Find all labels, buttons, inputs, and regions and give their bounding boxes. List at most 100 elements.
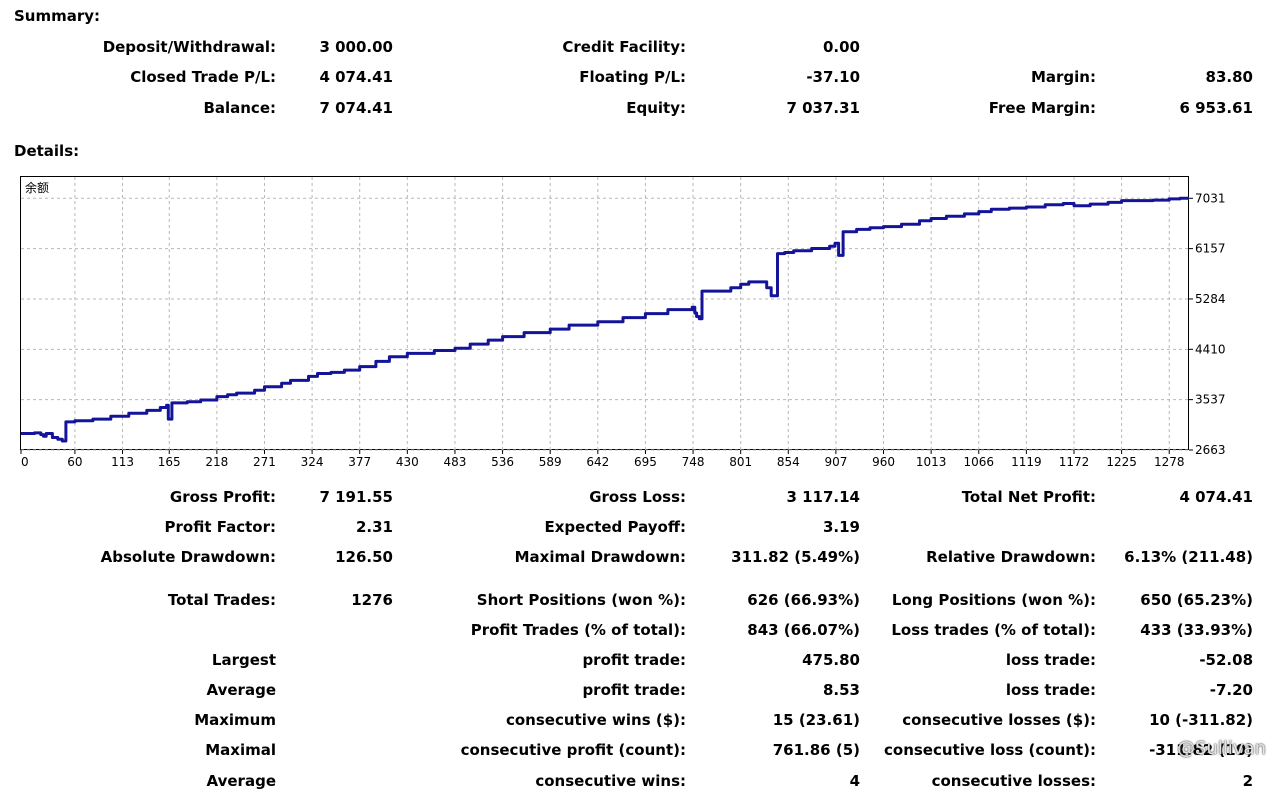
details-value-col3: 2 xyxy=(1242,772,1253,790)
x-tick-label: 1119 xyxy=(1011,455,1042,469)
details-label-col2: Profit Trades (% of total): xyxy=(470,621,686,639)
equity-label: Equity: xyxy=(626,99,686,117)
deposit-label: Deposit/Withdrawal: xyxy=(102,38,276,56)
balance-series-line xyxy=(21,196,1189,443)
details-value-col1: 126.50 xyxy=(335,548,393,566)
details-value-col3: 650 (65.23%) xyxy=(1140,591,1253,609)
details-label-col2: Expected Payoff: xyxy=(544,518,686,536)
details-value-col3: 433 (33.93%) xyxy=(1140,621,1253,639)
y-tick-label: 6157 xyxy=(1195,242,1226,256)
details-value-col2: 3.19 xyxy=(822,518,860,536)
x-tick-label: 589 xyxy=(539,455,562,469)
closed-pl-label: Closed Trade P/L: xyxy=(130,68,276,86)
floating-pl-value: -37.10 xyxy=(806,68,860,86)
x-tick-label: 324 xyxy=(301,455,324,469)
margin-label: Margin: xyxy=(1030,68,1096,86)
balance-value: 7 074.41 xyxy=(319,99,393,117)
x-tick-label: 1172 xyxy=(1059,455,1090,469)
details-label-col1: Maximal xyxy=(205,741,276,759)
details-value-col3: 6.13% (211.48) xyxy=(1124,548,1253,566)
details-label-col3: Long Positions (won %): xyxy=(891,591,1096,609)
x-tick-label: 271 xyxy=(253,455,276,469)
x-tick-label: 218 xyxy=(205,455,228,469)
details-label-col2: profit trade: xyxy=(582,651,686,669)
details-label-col1: Average xyxy=(206,772,276,790)
details-label-col3: consecutive losses ($): xyxy=(902,711,1096,729)
plot-frame xyxy=(20,176,1189,450)
details-label-col3: loss trade: xyxy=(1005,651,1096,669)
margin-value: 83.80 xyxy=(1205,68,1253,86)
summary-heading: Summary: xyxy=(14,7,101,25)
deposit-value: 3 000.00 xyxy=(319,38,393,56)
y-tick-label: 5284 xyxy=(1195,292,1226,306)
x-tick-label: 113 xyxy=(111,455,134,469)
watermark: @Sullivan xyxy=(1177,738,1266,759)
details-label-col2: Gross Loss: xyxy=(589,488,686,506)
y-tick-label: 4410 xyxy=(1195,342,1226,356)
details-value-col2: 311.82 (5.49%) xyxy=(731,548,860,566)
details-label-col3: consecutive loss (count): xyxy=(884,741,1096,759)
details-label-col1: Maximum xyxy=(194,711,276,729)
x-tick-label: 854 xyxy=(777,455,800,469)
balance-chart: 余额 0 60 113 165 218 271 324 377 430 483 536 589 642 6… xyxy=(20,176,1226,469)
floating-pl-label: Floating P/L: xyxy=(579,68,686,86)
details-value-col2: 15 (23.61) xyxy=(772,711,860,729)
details-value-col1: 7 191.55 xyxy=(319,488,393,506)
x-tick-label: 695 xyxy=(634,455,657,469)
chart-corner-label: 余额 xyxy=(25,180,49,195)
details-value-col2: 761.86 (5) xyxy=(772,741,860,759)
details-label-col2: consecutive wins ($): xyxy=(505,711,686,729)
details-value-col3: -52.08 xyxy=(1199,651,1253,669)
details-label-col2: consecutive wins: xyxy=(535,772,686,790)
details-label-col2: profit trade: xyxy=(582,681,686,699)
free-margin-value: 6 953.61 xyxy=(1179,99,1253,117)
details-label-col1: Absolute Drawdown: xyxy=(100,548,276,566)
x-tick-label: 430 xyxy=(396,455,419,469)
y-tick-label: 3537 xyxy=(1195,393,1226,407)
balance-label: Balance: xyxy=(203,99,276,117)
y-axis-ticks: 2663 3537 4410 5284 6157 7031 xyxy=(1189,191,1226,457)
details-label-col3: consecutive losses: xyxy=(931,772,1096,790)
x-tick-label: 1225 xyxy=(1106,455,1137,469)
details-value-col3: -311.82 (10) xyxy=(1149,741,1253,759)
x-tick-label: 377 xyxy=(348,455,371,469)
details-value-col2: 843 (66.07%) xyxy=(747,621,860,639)
details-value-col1: 1276 xyxy=(351,591,393,609)
x-tick-label: 907 xyxy=(824,455,847,469)
details-label-col3: Total Net Profit: xyxy=(961,488,1096,506)
details-heading: Details: xyxy=(14,142,80,160)
x-tick-label: 536 xyxy=(491,455,514,469)
x-tick-label: 1013 xyxy=(916,455,947,469)
x-tick-label: 801 xyxy=(729,455,752,469)
details-label-col3: loss trade: xyxy=(1005,681,1096,699)
closed-pl-value: 4 074.41 xyxy=(319,68,393,86)
x-tick-label: 960 xyxy=(872,455,895,469)
details-value-col1: 2.31 xyxy=(355,518,393,536)
equity-value: 7 037.31 xyxy=(786,99,860,117)
details-label-col1: Profit Factor: xyxy=(164,518,276,536)
details-value-col2: 626 (66.93%) xyxy=(747,591,860,609)
details-label-col2: Short Positions (won %): xyxy=(476,591,686,609)
details-value-col3: 10 (-311.82) xyxy=(1149,711,1253,729)
details-value-col2: 475.80 xyxy=(802,651,860,669)
credit-value: 0.00 xyxy=(822,38,860,56)
y-tick-label: 7031 xyxy=(1195,191,1226,205)
x-axis-ticks: 0 60 113 165 218 271 324 377 430 483 536 589 642 695 7… xyxy=(20,450,1185,469)
details-value-col2: 4 xyxy=(849,772,860,790)
details-label-col2: Maximal Drawdown: xyxy=(514,548,686,566)
x-tick-label: 1066 xyxy=(963,455,994,469)
x-tick-label: 748 xyxy=(682,455,705,469)
credit-label: Credit Facility: xyxy=(562,38,686,56)
details-label-col3: Relative Drawdown: xyxy=(926,548,1096,566)
x-tick-label: 165 xyxy=(158,455,181,469)
details-label-col1: Largest xyxy=(211,651,276,669)
free-margin-label: Free Margin: xyxy=(988,99,1096,117)
x-tick-label: 60 xyxy=(67,455,82,469)
x-tick-label: 1278 xyxy=(1154,455,1185,469)
x-tick-label: 642 xyxy=(586,455,609,469)
details-value-col3: 4 074.41 xyxy=(1179,488,1253,506)
details-label-col1: Total Trades: xyxy=(167,591,276,609)
details-label-col1: Average xyxy=(206,681,276,699)
x-tick-label: 483 xyxy=(444,455,467,469)
details-value-col2: 3 117.14 xyxy=(786,488,860,506)
